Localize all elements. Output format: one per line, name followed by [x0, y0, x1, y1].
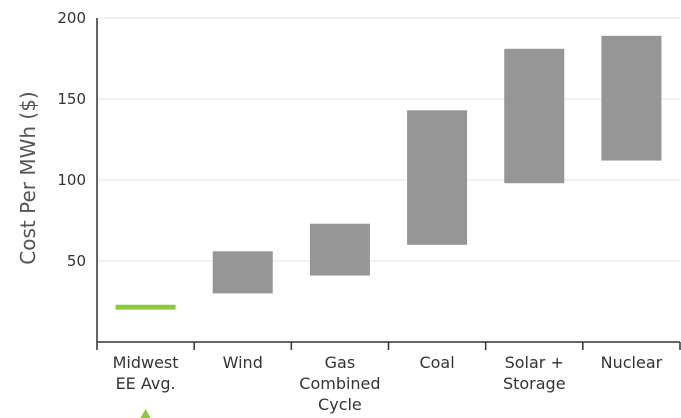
range-bar — [212, 251, 273, 294]
y-axis-ticks: 50 100 150 200 — [57, 9, 86, 270]
y-tick-label: 100 — [57, 171, 86, 189]
range-bar — [115, 304, 176, 310]
x-tick-label: Gas — [325, 353, 356, 372]
x-axis-labels: Midwest EE Avg. Wind Gas Combined Cycle Coal So… — [113, 353, 663, 414]
y-tick-label: 150 — [57, 90, 86, 108]
range-bar — [309, 223, 370, 276]
x-tick-label: Wind — [223, 353, 263, 372]
x-tick-label: Storage — [503, 374, 566, 393]
x-tick-label: Nuclear — [601, 353, 663, 372]
x-tick-label: EE Avg. — [116, 374, 176, 393]
range-bars — [115, 35, 662, 310]
x-tick-label: Solar + — [505, 353, 564, 372]
highlight-marker — [140, 409, 151, 418]
gridlines — [97, 17, 680, 262]
x-tick-label: Coal — [419, 353, 454, 372]
range-bar — [504, 48, 565, 184]
y-axis-title: Cost Per MWh ($) — [16, 91, 40, 264]
y-tick-label: 50 — [67, 252, 86, 270]
range-bar — [407, 110, 468, 245]
highlight-arrow-icon — [140, 409, 151, 418]
x-tick-label: Midwest — [113, 353, 179, 372]
x-tick-label: Cycle — [318, 395, 362, 414]
x-tick-label: Combined — [299, 374, 380, 393]
axes — [96, 18, 681, 350]
y-tick-label: 200 — [57, 9, 86, 27]
range-bar — [601, 35, 662, 161]
